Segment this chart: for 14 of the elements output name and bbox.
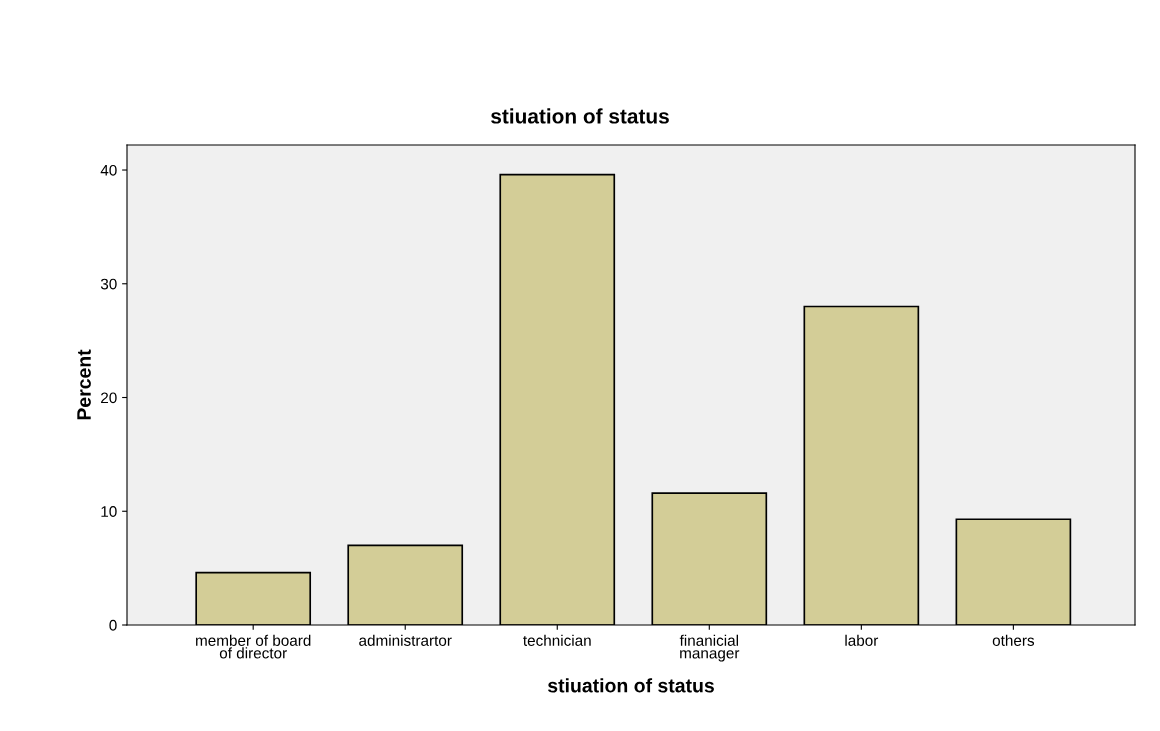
y-tick-label: 40	[100, 164, 117, 176]
x-tick-label: member of board of director	[196, 634, 311, 659]
x-tick-label: labor	[845, 634, 879, 646]
x-axis-title: stiuation of status	[547, 678, 714, 693]
x-tick-label: others	[992, 634, 1035, 646]
x-tick-label: administrartor	[359, 634, 452, 646]
y-tick-label: 30	[100, 278, 117, 290]
chart-title: stiuation of status	[491, 108, 669, 124]
y-tick-label: 0	[109, 619, 117, 631]
y-tick-label: 20	[101, 392, 117, 404]
x-tick-label: finanicial manager	[679, 634, 740, 662]
x-tick-label: technician	[523, 634, 591, 646]
y-axis-title: Percent	[77, 349, 91, 420]
y-tick-label: 10	[101, 506, 117, 517]
